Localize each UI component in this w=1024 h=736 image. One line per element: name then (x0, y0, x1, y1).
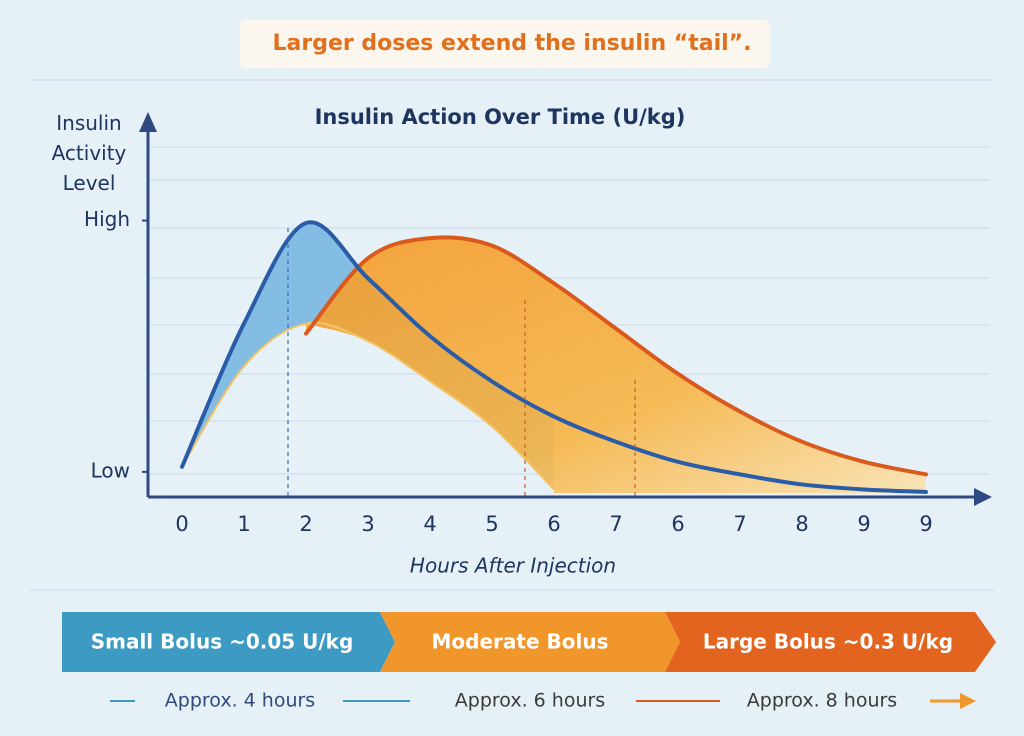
x-tick-label: 8 (795, 512, 808, 536)
area (182, 222, 554, 490)
x-tick-label: 6 (671, 512, 684, 536)
x-tick-label: 9 (919, 512, 932, 536)
x-tick-label: 4 (423, 512, 436, 536)
y-axis-label: Insulin Activity Level (51, 111, 127, 195)
line (180, 220, 928, 494)
x-tick-label: 5 (485, 512, 498, 536)
x-tick-label: 9 (857, 512, 870, 536)
x-tick-label: 7 (733, 512, 746, 536)
duration-label: Approx. 8 hours (747, 690, 897, 712)
duration-arrow-head (960, 693, 976, 709)
line (181, 321, 555, 491)
stage-small (62, 612, 395, 672)
stage-moderate (380, 612, 680, 672)
header-title: Larger doses extend the insulin “tail”. (273, 31, 752, 56)
x-axis-arrow (974, 488, 992, 506)
x-tick-label: 7 (609, 512, 622, 536)
stage-label: Large Bolus ~0.3 U/kg (703, 630, 953, 654)
header-box (240, 20, 770, 68)
stage-label: Small Bolus ~0.05 U/kg (91, 630, 354, 654)
duration-label: Approx. 4 hours (165, 690, 315, 712)
x-axis-label: Hours After Injection (410, 554, 616, 578)
stage-label: Moderate Bolus (432, 630, 609, 654)
duration-label: Approx. 6 hours (455, 690, 605, 712)
dashed-markers (287, 228, 636, 497)
x-tick-label: 3 (361, 512, 374, 536)
chart-title: Insulin Action Over Time (U/kg) (315, 105, 686, 129)
y-tick-label: High (84, 207, 130, 231)
stage-large (665, 612, 996, 672)
x-tick-label: 6 (547, 512, 560, 536)
y-tick-label: Low (91, 458, 130, 482)
y-axis-arrow (139, 112, 157, 132)
x-tick-label: 0 (175, 512, 188, 536)
x-tick-label: 1 (237, 512, 250, 536)
line (304, 235, 928, 477)
x-tick-label: 2 (299, 512, 312, 536)
